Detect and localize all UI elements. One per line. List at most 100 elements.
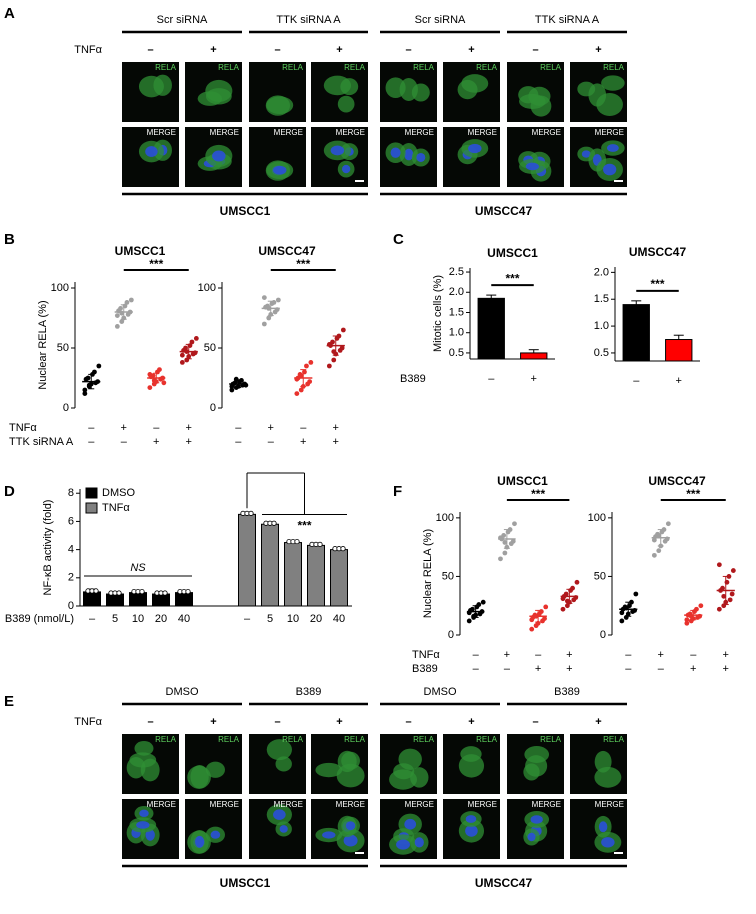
cell (389, 769, 418, 790)
y-tick-label: 100 (436, 512, 454, 524)
data-point (331, 357, 337, 363)
data-point (96, 363, 102, 369)
data-point (119, 319, 125, 324)
condition-sign: – (535, 649, 542, 661)
condition-sign: – (625, 663, 632, 675)
data-point (512, 521, 517, 527)
channel-label: RELA (476, 735, 498, 744)
replicate-dot (317, 541, 323, 547)
condition-sign: – (88, 436, 95, 448)
channel-label: MERGE (274, 800, 303, 809)
cell-line-label: UMSCC1 (220, 204, 271, 218)
data-point (726, 574, 732, 579)
data-point (729, 591, 735, 597)
cell (519, 93, 546, 109)
ns-label: NS (130, 562, 146, 574)
data-point (179, 360, 185, 365)
condition-sign: + (723, 649, 729, 661)
data-point (564, 603, 570, 609)
data-point (183, 345, 188, 351)
replicate-dot (185, 589, 191, 595)
y-tick-label: 2 (68, 572, 74, 584)
treatment-sign: + (595, 44, 601, 56)
scale-bar (614, 852, 623, 854)
channel-label: MERGE (468, 128, 497, 137)
data-point (470, 606, 475, 612)
y-tick-label: 100 (198, 282, 216, 294)
condition-sign: – (690, 649, 697, 661)
significance: *** (149, 257, 163, 271)
data-point (720, 585, 725, 591)
data-point (326, 363, 332, 369)
nucleus (139, 809, 149, 818)
nucleus (279, 825, 288, 833)
legend-label: DMSO (102, 487, 135, 499)
data-point (151, 378, 157, 383)
data-point (128, 297, 134, 303)
nucleus (525, 162, 539, 171)
data-point (92, 369, 97, 375)
treatment-sign: – (147, 44, 153, 56)
treatment-sign: – (532, 44, 538, 56)
bar (330, 549, 348, 607)
cell (524, 746, 550, 763)
nucleus (414, 837, 424, 848)
condition-sign: – (268, 436, 275, 448)
channel-label: RELA (282, 735, 304, 744)
data-point (570, 585, 575, 591)
channel-label: RELA (344, 63, 366, 72)
nucleus (527, 832, 536, 842)
condition-sign: + (300, 436, 306, 448)
significance: *** (505, 271, 519, 285)
chart-title: UMSCC47 (648, 474, 706, 488)
data-point (656, 533, 662, 538)
nucleus (273, 165, 287, 175)
channel-label: RELA (344, 735, 366, 744)
nucleus (396, 839, 411, 850)
data-point (307, 379, 313, 384)
data-point (161, 380, 167, 386)
channel-label: RELA (218, 63, 240, 72)
data-point (294, 391, 300, 396)
y-tick-label: 0 (63, 402, 69, 414)
condition-sign: – (235, 422, 242, 434)
replicate-dot (139, 589, 145, 595)
bar (129, 592, 147, 607)
panel-letter: A (4, 5, 15, 22)
treatment-sign: + (210, 44, 216, 56)
y-tick-label: 50 (204, 342, 216, 354)
cell (461, 74, 489, 93)
data-point (727, 597, 733, 603)
data-point (298, 373, 304, 378)
y-tick-label: 2.5 (449, 266, 464, 278)
y-axis-label: Nuclear RELA (%) (422, 529, 434, 618)
panel-letter: F (393, 483, 402, 500)
chart-title: UMSCC1 (115, 244, 166, 258)
x-tick-label: 40 (333, 613, 345, 625)
y-axis-label: Nuclear RELA (%) (37, 300, 49, 389)
nucleus (341, 164, 351, 174)
y-tick-label: 0 (448, 629, 454, 641)
channel-label: RELA (540, 735, 562, 744)
cell (411, 83, 430, 102)
nucleus (465, 824, 478, 837)
channel-label: RELA (603, 63, 625, 72)
data-point (147, 372, 153, 377)
nucleus (468, 143, 482, 154)
cell (337, 95, 355, 113)
data-point (340, 327, 346, 333)
treatment-sign: – (274, 44, 280, 56)
data-point (619, 610, 625, 616)
data-point (179, 352, 185, 358)
condition-sign: – (504, 663, 511, 675)
y-tick-label: 1.0 (449, 327, 464, 339)
row-label: TNFα (412, 649, 440, 661)
data-point (716, 606, 722, 612)
cell (410, 767, 429, 788)
data-point (564, 598, 570, 604)
legend-swatch (85, 487, 98, 499)
condition-sign: – (625, 649, 632, 661)
y-tick-label: 50 (594, 570, 606, 582)
channel-label: MERGE (210, 800, 239, 809)
group-header: Scr siRNA (157, 14, 208, 26)
